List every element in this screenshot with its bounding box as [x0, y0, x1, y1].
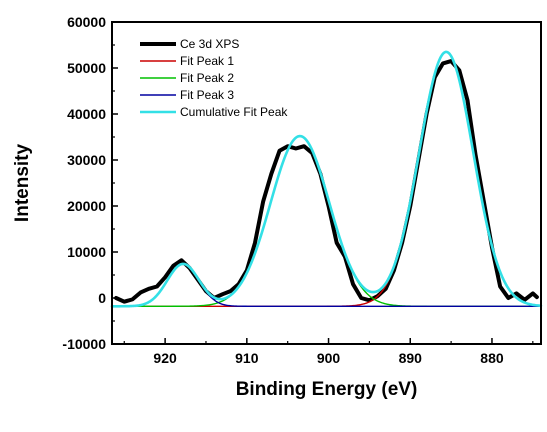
- y-tick-label: 10000: [67, 244, 106, 260]
- plot-frame: [111, 21, 542, 345]
- y-tick-label: 50000: [67, 60, 106, 76]
- legend: Ce 3d XPS Fit Peak 1 Fit Peak 2 Fit Peak 3 C…: [140, 37, 288, 119]
- series-fit-peak-3: [111, 263, 542, 307]
- y-tick-label: -10000: [62, 336, 106, 352]
- legend-label-fit-peak-1: Fit Peak 1: [180, 54, 234, 68]
- series-cumulative-fit-peak: [110, 50, 543, 308]
- y-tick-label: 0: [98, 290, 106, 306]
- y-axis-label: Intensity: [12, 144, 33, 223]
- x-tick-label: 890: [399, 350, 423, 366]
- legend-label-fit-peak-2: Fit Peak 2: [180, 71, 234, 85]
- y-tick-label: 20000: [67, 198, 106, 214]
- y-tick-label: 60000: [67, 14, 106, 30]
- x-axis-label: Binding Energy (eV): [236, 379, 418, 400]
- x-tick-label: 920: [153, 350, 177, 366]
- legend-label-cumulative-fit-peak: Cumulative Fit Peak: [180, 105, 288, 119]
- x-tick-label: 880: [480, 350, 504, 366]
- x-tick-label: 910: [235, 350, 259, 366]
- x-tick-label: 900: [317, 350, 341, 366]
- legend-label-ce-3d-xps: Ce 3d XPS: [180, 37, 239, 51]
- legend-label-fit-peak-3: Fit Peak 3: [180, 88, 234, 102]
- y-tick-label: 30000: [67, 152, 106, 168]
- y-tick-label: 40000: [67, 106, 106, 122]
